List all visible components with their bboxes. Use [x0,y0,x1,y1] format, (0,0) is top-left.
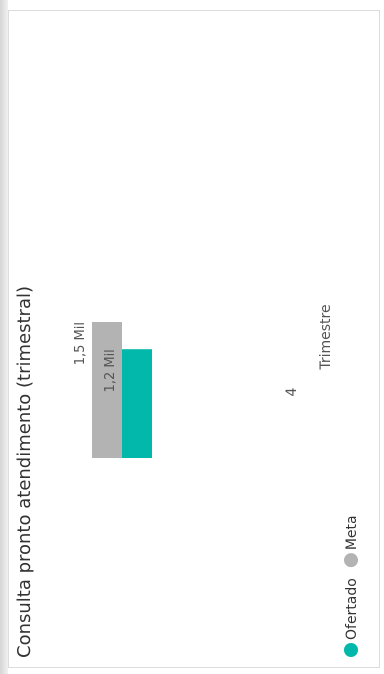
visual-card[interactable] [8,10,380,668]
legend-marker-ofertado[interactable] [344,643,358,657]
bar-group [92,322,152,458]
x-tick-label-4: 4 [284,387,300,396]
legend[interactable]: Ofertado Meta [344,515,360,657]
chart-title: Consulta pronto atendimento (trimestral) [14,286,35,658]
bar-meta[interactable] [92,322,122,458]
bar-ofertado[interactable] [122,349,152,458]
legend-marker-meta[interactable] [344,553,358,568]
legend-label-ofertado[interactable]: Ofertado [344,578,360,640]
legend-label-meta[interactable]: Meta [344,515,360,550]
data-label-ofertado: 1,2 Mil [103,349,118,392]
x-axis-title: Trimestre [318,304,334,370]
left-edge-shadow [0,0,8,674]
data-label-meta: 1,5 Mil [73,322,88,365]
data-label-group: 1,2 Mil 1,5 Mil [73,322,118,392]
